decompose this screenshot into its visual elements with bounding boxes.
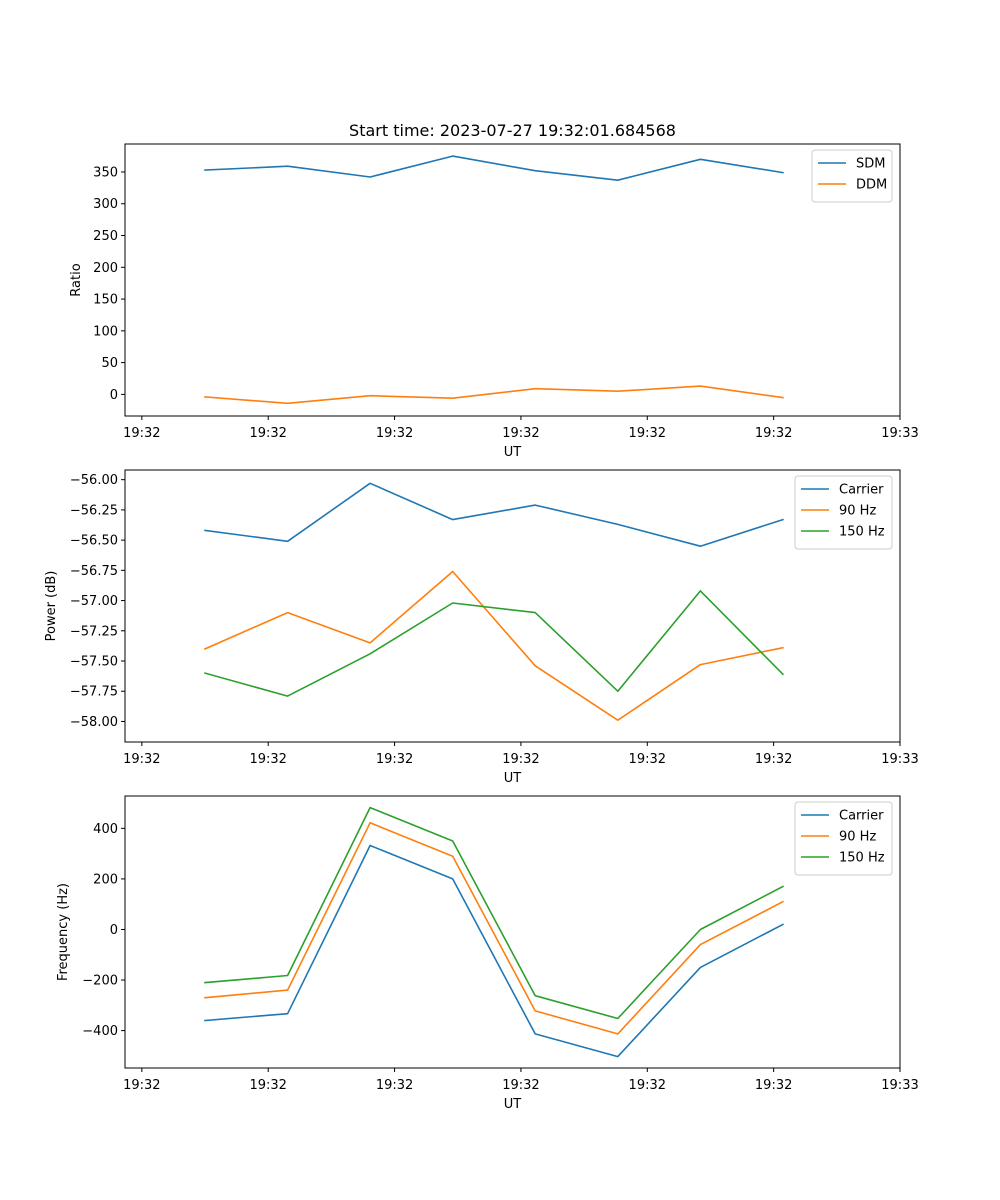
power-panel: −58.00 −57.75 −57.50 −57.25 −57.00 −56.75 −56.… xyxy=(44,469,919,786)
y-tick-label: 200 xyxy=(93,872,118,887)
legend-label: 150 Hz xyxy=(839,851,885,866)
y-tick-label: −56.00 xyxy=(70,473,118,488)
x-axis-label: UT xyxy=(504,771,522,786)
x-tick-label: 19:32 xyxy=(755,426,792,441)
x-tick-label: 19:33 xyxy=(881,1078,918,1093)
x-tick-label: 19:32 xyxy=(376,752,413,767)
x-tick-label: 19:32 xyxy=(502,426,539,441)
legend: Carrier 90 Hz 150 Hz xyxy=(794,801,893,876)
y-tick-label: 0 xyxy=(110,923,118,938)
frequency-panel: −400 −200 0 200 400 19:32 19:32 19:32 19:32 19:32… xyxy=(56,795,919,1112)
legend: Carrier 90 Hz 150 Hz xyxy=(794,475,893,550)
y-tick-label: −57.75 xyxy=(70,685,118,700)
y-tick-label: 250 xyxy=(93,229,118,244)
x-tick-label: 19:32 xyxy=(249,426,286,441)
y-tick-label: 300 xyxy=(93,197,118,212)
plot-frame xyxy=(124,795,901,1069)
y-tick-label: −56.50 xyxy=(70,534,118,549)
x-tick-label: 19:32 xyxy=(629,752,666,767)
y-tick-label: 50 xyxy=(101,356,118,371)
x-tick-label: 19:32 xyxy=(249,752,286,767)
y-tick-label: 150 xyxy=(93,293,118,308)
legend-label: 150 Hz xyxy=(839,525,885,540)
x-tick-label: 19:33 xyxy=(881,752,918,767)
y-tick-label: 0 xyxy=(110,388,118,403)
series-line-carrier xyxy=(204,844,784,1058)
x-tick-label: 19:32 xyxy=(123,426,160,441)
legend-label: Carrier xyxy=(839,809,884,824)
y-tick-label: −57.00 xyxy=(70,594,118,609)
y-tick-label: 100 xyxy=(93,324,118,339)
y-axis-label: Frequency (Hz) xyxy=(56,883,71,981)
chart-title: Start time: 2023-07-27 19:32:01.684568 xyxy=(349,121,676,140)
x-tick-label: 19:32 xyxy=(755,752,792,767)
y-tick-label: −57.50 xyxy=(70,655,118,670)
y-axis-label: Power (dB) xyxy=(44,571,59,642)
y-tick-label: −57.25 xyxy=(70,624,118,639)
x-tick-label: 19:32 xyxy=(123,1078,160,1093)
x-tick-label: 19:32 xyxy=(376,426,413,441)
x-tick-label: 19:32 xyxy=(376,1078,413,1093)
legend-label: 90 Hz xyxy=(839,830,876,845)
x-tick-label: 19:32 xyxy=(123,752,160,767)
x-tick-label: 19:32 xyxy=(502,1078,539,1093)
x-tick-label: 19:32 xyxy=(502,752,539,767)
legend-label: Carrier xyxy=(839,483,884,498)
x-axis-label: UT xyxy=(504,445,522,460)
y-tick-label: 400 xyxy=(93,822,118,837)
x-tick-label: 19:32 xyxy=(629,1078,666,1093)
y-tick-label: 350 xyxy=(93,165,118,180)
legend-label: 90 Hz xyxy=(839,504,876,519)
y-axis-label: Ratio xyxy=(69,263,84,296)
y-tick-label: 200 xyxy=(93,261,118,276)
legend-label: SDM xyxy=(856,157,885,172)
legend-label: DDM xyxy=(856,178,887,193)
ratio-panel: 0 50 100 150 200 250 300 350 19:32 19:32 19:32 19:3… xyxy=(69,143,919,460)
x-axis-label: UT xyxy=(504,1097,522,1112)
series-line-90-hz xyxy=(204,821,784,1035)
y-tick-label: −200 xyxy=(82,974,118,989)
x-tick-label: 19:33 xyxy=(881,426,918,441)
series-line-150-hz xyxy=(204,806,784,1020)
y-tick-label: −56.75 xyxy=(70,564,118,579)
y-tick-label: −56.25 xyxy=(70,503,118,518)
series-line-150-hz xyxy=(204,590,785,697)
series-line-90-hz xyxy=(203,570,784,722)
series-line-ddm xyxy=(204,385,784,405)
series-line-carrier xyxy=(204,482,784,548)
x-tick-label: 19:32 xyxy=(629,426,666,441)
x-tick-label: 19:32 xyxy=(249,1078,286,1093)
plot-frame xyxy=(124,469,901,743)
series-line-sdm xyxy=(204,155,784,181)
y-tick-label: −400 xyxy=(82,1024,118,1039)
legend: SDM DDM xyxy=(811,149,893,203)
y-tick-label: −58.00 xyxy=(70,715,118,730)
plot-frame xyxy=(124,143,901,417)
x-tick-label: 19:32 xyxy=(755,1078,792,1093)
